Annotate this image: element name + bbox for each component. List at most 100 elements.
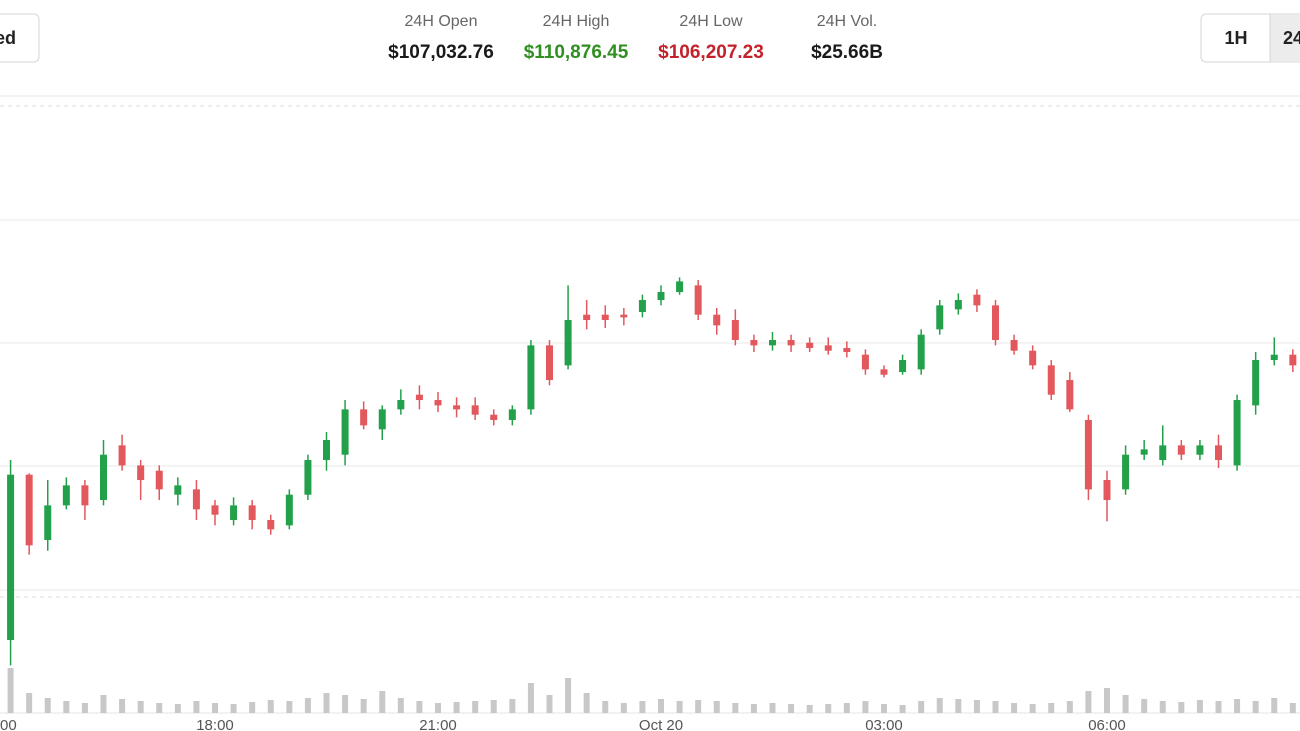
candle-body (861, 354, 869, 370)
candle-body (917, 334, 925, 370)
candle-body (100, 454, 107, 501)
candle-body (899, 360, 907, 373)
candle-body (192, 489, 200, 510)
volume-bar (695, 700, 702, 713)
volume-bar (639, 701, 646, 713)
range-button[interactable]: 24 (1283, 28, 1300, 48)
candle-body (880, 369, 888, 375)
volume-bar (788, 704, 795, 713)
candle-body (267, 520, 275, 530)
candle-body (341, 409, 349, 455)
candle-body (954, 300, 962, 310)
candle-body (230, 505, 238, 521)
x-tick-label: 06:00 (1088, 717, 1126, 731)
volume-bar (509, 699, 516, 713)
volume-bar (249, 702, 256, 713)
candle-body (415, 394, 423, 401)
candle-body (676, 281, 684, 293)
x-tick-label: Oct 20 (639, 717, 683, 731)
stat-label: 24H Low (679, 13, 743, 30)
volume-bar (620, 703, 627, 713)
volume-bar (1252, 701, 1259, 713)
candle-body (973, 294, 981, 306)
stat-value: $110,876.45 (524, 42, 629, 63)
left-button[interactable] (0, 13, 40, 63)
stat-label: 24H Open (405, 13, 478, 30)
stat-value: $25.66B (811, 42, 883, 63)
volume-bar (565, 678, 572, 713)
volume-bar (397, 698, 404, 713)
candle-body (118, 445, 126, 466)
candle-body (81, 485, 89, 506)
candle-body (62, 485, 70, 506)
candle-body (378, 409, 386, 430)
volume-bar (44, 698, 51, 713)
candle-body (694, 285, 702, 315)
candle-body (1215, 445, 1222, 461)
volume-bar (862, 701, 869, 713)
volume-bar (323, 693, 330, 713)
candle-body (731, 320, 739, 341)
volume-bar (230, 704, 237, 713)
stat-value: $107,032.76 (388, 42, 494, 63)
volume-bar (1066, 701, 1073, 713)
volume-bar (1122, 695, 1129, 713)
candle-body (824, 345, 832, 351)
candle-body (936, 305, 944, 330)
volume-bar (1104, 688, 1110, 713)
volume-bar (379, 691, 386, 713)
candle-body (806, 342, 814, 349)
stat-value: $106,207.23 (658, 42, 764, 63)
volume-bar (658, 699, 664, 713)
left-button-label[interactable]: ed (0, 28, 16, 48)
volume-bar (1234, 699, 1241, 713)
candle-body (601, 314, 609, 321)
candle-body (1029, 350, 1037, 366)
candle-body (44, 505, 52, 541)
candle-body (323, 440, 330, 461)
volume-bar (1085, 691, 1092, 713)
volume-bar (342, 695, 349, 713)
volume-bar (100, 695, 107, 713)
candle-body (527, 345, 535, 410)
volume-bar (1159, 701, 1166, 713)
volume-bar (1141, 699, 1148, 713)
candle-body (564, 320, 572, 366)
volume-bar (472, 701, 479, 713)
candle-body (769, 340, 776, 346)
candle-body (1270, 354, 1278, 361)
volume-bar (973, 700, 980, 713)
volume-bar (435, 703, 441, 713)
volume-bar (416, 701, 423, 713)
range-button[interactable]: 1H (1224, 28, 1247, 48)
candle-body (1084, 420, 1092, 490)
candle-body (174, 485, 182, 495)
candle-body (137, 465, 145, 481)
volume-bar (992, 701, 999, 713)
candle-body (1010, 340, 1018, 351)
candle-body (992, 305, 999, 341)
volume-bar (490, 700, 497, 713)
candle-body (211, 505, 219, 515)
candle-body (471, 405, 479, 415)
volume-bar (1271, 698, 1278, 713)
stat-label: 24H Vol. (817, 13, 877, 30)
candle-body (453, 405, 461, 410)
volume-bar (750, 704, 757, 713)
volume-bar (732, 703, 739, 713)
candle-body (1122, 454, 1130, 490)
x-tick-label: 21:00 (419, 717, 457, 731)
volume-bar (156, 703, 163, 713)
candle-body (1140, 449, 1148, 455)
volume-bar (63, 701, 70, 713)
candle-body (360, 409, 368, 426)
volume-bar (918, 701, 925, 713)
volume-bar (1029, 704, 1036, 713)
volume-bar (881, 704, 887, 713)
x-tick-label: 18:00 (196, 717, 234, 731)
candle-body (638, 300, 646, 313)
volume-bar (899, 705, 906, 713)
candle-body (1066, 380, 1074, 410)
candle-body (713, 314, 721, 326)
